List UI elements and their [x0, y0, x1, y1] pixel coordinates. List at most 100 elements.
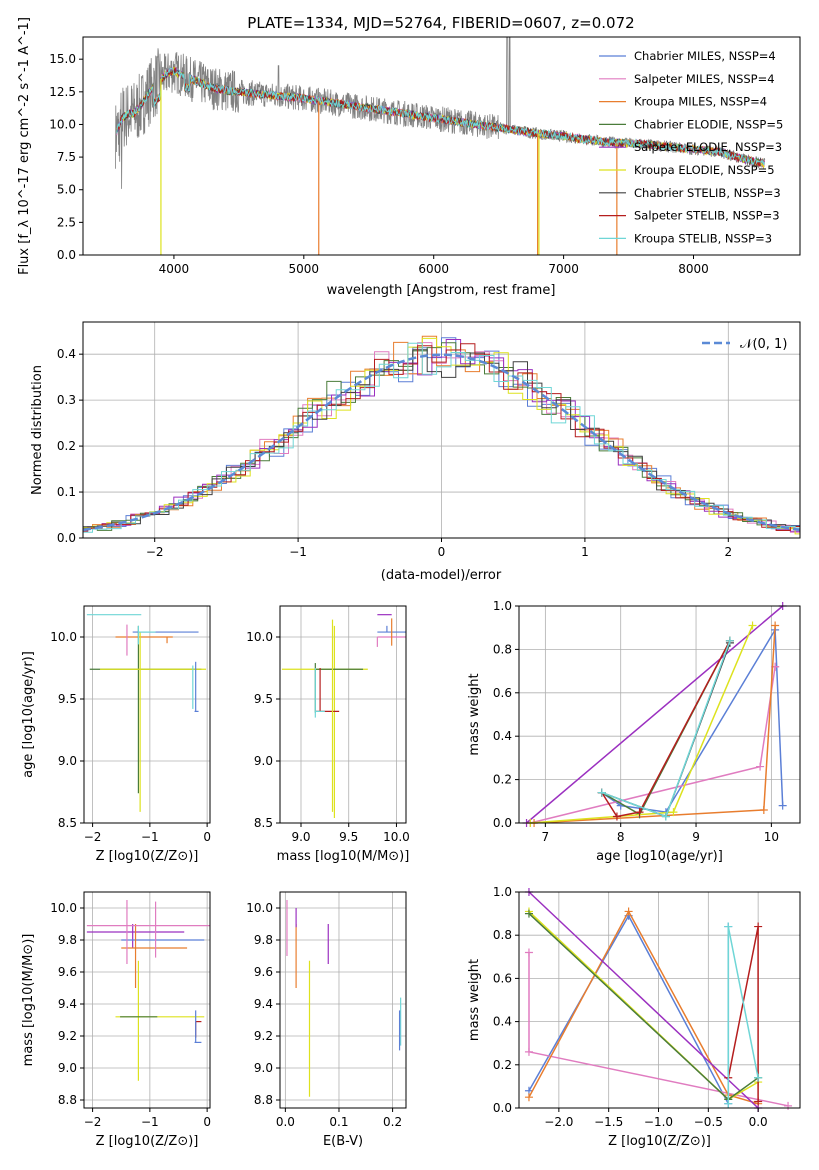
legend-label: Kroupa MILES, NSSP=4: [634, 95, 767, 109]
spectrum-data-line: [115, 37, 766, 189]
x-tick-label: −2: [146, 545, 164, 559]
x-tick-label: 4000: [159, 262, 190, 276]
y-tick-label: 0.4: [57, 347, 76, 361]
y-tick-label: 5.0: [57, 183, 76, 197]
data-group: [522, 602, 787, 827]
x-tick-label: 9: [692, 830, 700, 844]
y-tick-label: 15.0: [49, 52, 76, 66]
x-tick-label: 0.1: [329, 1115, 348, 1129]
weight-line: [526, 605, 784, 824]
x-tick-label: 0.2: [383, 1115, 402, 1129]
x-tick-label: −1.0: [644, 1115, 673, 1129]
panel-frame: [279, 605, 407, 824]
residual-panel: −2 −1 0 1 2 0.0 0.1 0.2 0.3 0.4 𝒩(0, 1) (data-mod…: [30, 321, 801, 583]
data-group: [281, 614, 406, 819]
y-tick-label: 0.4: [493, 729, 512, 743]
x-tick-label: 7000: [548, 262, 579, 276]
y-tick-label: 9.0: [254, 754, 273, 768]
weight-marker: [661, 812, 670, 821]
weight-marker: [612, 812, 621, 821]
weight-line: [528, 913, 759, 1101]
y-tick-label: 8.5: [254, 816, 273, 830]
y-tick-label: 9.0: [254, 1061, 273, 1075]
y-tick-label: 9.4: [58, 997, 77, 1011]
y-tick-label: 0.3: [57, 393, 76, 407]
legend-label: Salpeter MILES, NSSP=4: [634, 72, 775, 86]
spectrum-xlabel: wavelength [Angstrom, rest frame]: [327, 283, 556, 298]
weight-marker: [748, 621, 757, 630]
legend-label: Chabrier ELODIE, NSSP=5: [634, 117, 783, 131]
x-tick-label: 8000: [678, 262, 709, 276]
y-tick-label: 9.6: [254, 965, 273, 979]
weight-marker: [771, 621, 780, 630]
x-axis-label: age [log10(age/yr)]: [596, 849, 723, 864]
y-tick-label: 9.2: [58, 1029, 77, 1043]
x-tick-label: 0.0: [749, 1115, 768, 1129]
y-axis-label: mass weight: [467, 673, 482, 755]
y-axis-label: mass weight: [467, 959, 482, 1041]
x-tick-label: 0: [438, 545, 446, 559]
y-tick-label: 9.8: [254, 933, 273, 947]
y-tick-label: 0.6: [493, 686, 512, 700]
ebv-mass-panel: 0.0 0.1 0.2 8.8 9.0 9.2 9.4 9.6 9.8 10.0 E(B-V): [246, 891, 407, 1149]
y-tick-label: 9.0: [58, 754, 77, 768]
y-tick-label: 0.4: [493, 1015, 512, 1029]
data-group: [524, 888, 793, 1112]
weight-marker: [756, 762, 765, 771]
weight-line: [727, 926, 759, 1104]
legend-label: Chabrier MILES, NSSP=4: [634, 49, 776, 63]
y-tick-label: 10.0: [49, 117, 76, 131]
y-tick-label: 1.0: [493, 885, 512, 899]
weight-line: [601, 640, 731, 818]
panel-frame: [83, 891, 211, 1109]
y-tick-label: 8.8: [58, 1093, 77, 1107]
weight-marker: [669, 808, 678, 817]
x-tick-label: 5000: [289, 262, 320, 276]
weight-marker: [725, 636, 734, 645]
weight-line: [528, 909, 759, 1105]
x-tick-label: −1: [289, 545, 307, 559]
x-axis-label: Z [log10(Z/Z⊙)]: [96, 1134, 199, 1149]
legend-label: Kroupa ELODIE, NSSP=5: [634, 163, 775, 177]
x-tick-label: 0: [203, 1115, 211, 1129]
y-tick-label: 0.6: [493, 971, 512, 985]
weight-marker: [724, 1099, 733, 1108]
weight-marker: [524, 1047, 533, 1056]
x-tick-label: 0.0: [276, 1115, 295, 1129]
y-tick-label: 0.8: [493, 928, 512, 942]
age-weight-panel: 7 8 9 10 0.0 0.2 0.4 0.6 0.8 1.0 age [log10(age/yr…: [467, 599, 801, 864]
x-tick-label: 9.0: [291, 830, 310, 844]
y-tick-label: 10.0: [246, 630, 273, 644]
z-age-panel: −2 −1 0 8.5 9.0 9.5 10.0 Z [log10(Z/Z⊙)] age [lo…: [21, 605, 211, 864]
z-weight-panel: −2.0 −1.5 −1.0 −0.5 0.0 0.0 0.2 0.4 0.6 0.8 1.0 Z […: [467, 885, 801, 1149]
residual-histogram: [83, 342, 800, 533]
x-tick-label: −2.0: [544, 1115, 573, 1129]
y-tick-label: 9.5: [254, 692, 273, 706]
y-tick-label: 0.2: [57, 439, 76, 453]
legend-label: 𝒩(0, 1): [740, 337, 787, 352]
weight-marker: [754, 922, 763, 931]
y-tick-label: 0.2: [493, 773, 512, 787]
x-tick-label: −1: [141, 830, 159, 844]
legend-label: Salpeter ELODIE, NSSP=3: [634, 140, 782, 154]
panel-frame: [518, 605, 801, 824]
y-tick-label: 9.0: [58, 1061, 77, 1075]
x-tick-label: −1: [141, 1115, 159, 1129]
weight-marker: [724, 922, 733, 931]
residual-frame: [82, 321, 801, 539]
weight-marker: [524, 948, 533, 957]
y-tick-label: 7.5: [57, 150, 76, 164]
residual-histogram: [83, 349, 800, 531]
weight-marker: [524, 1093, 533, 1102]
x-tick-label: 1: [581, 545, 589, 559]
data-group: [86, 614, 206, 812]
x-tick-label: 0: [203, 830, 211, 844]
panel-frame: [518, 891, 801, 1109]
x-tick-label: −1.5: [594, 1115, 623, 1129]
y-tick-label: 0.0: [493, 1101, 512, 1115]
weight-marker: [754, 1097, 763, 1106]
gaussian-curve: [83, 353, 800, 532]
y-tick-label: 10.0: [50, 901, 77, 915]
y-tick-label: 9.5: [58, 692, 77, 706]
weight-marker: [778, 801, 787, 810]
